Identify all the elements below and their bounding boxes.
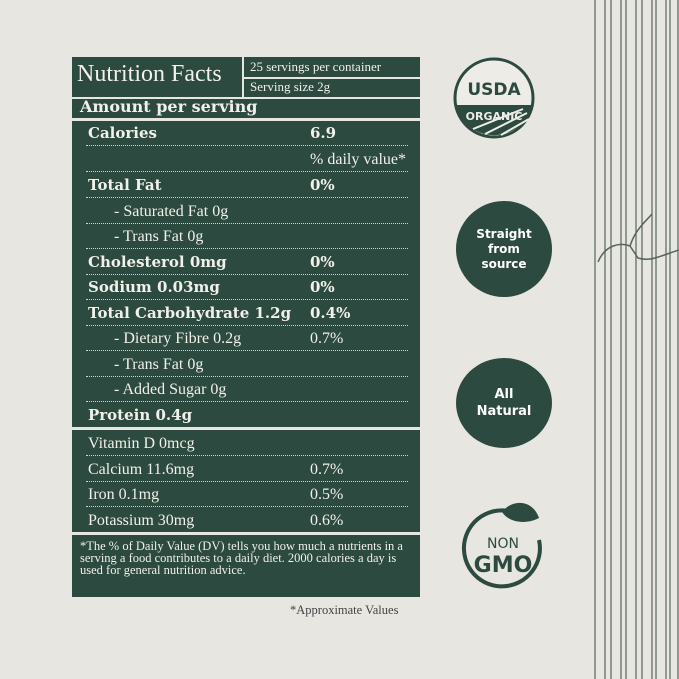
nutrient-value: 0.4% (310, 303, 351, 322)
nutrient-row: Total Carbohydrate 1.2g 0.4% (86, 301, 408, 326)
gmo-text: GMO (474, 553, 533, 578)
nutrient-label: Protein 0.4g (88, 405, 193, 424)
nutrient-label: - Dietary Fibre 0.2g (114, 330, 242, 347)
bamboo-illustration (594, 0, 679, 679)
bamboo-leaf (597, 213, 679, 263)
nutrient-row: - Saturated Fat 0g (86, 199, 408, 224)
panel-title: Nutrition Facts (77, 61, 222, 87)
divider (242, 57, 244, 97)
nutrient-label: Iron 0.1mg (88, 486, 160, 503)
badge-text: source (481, 256, 527, 271)
divider (72, 118, 420, 121)
nutrient-label: Total Fat (88, 176, 162, 194)
nutrient-row: Iron 0.1mg 0.5% (86, 482, 408, 507)
nutrient-row: - Trans Fat 0g (86, 352, 408, 377)
daily-value-label: % daily value* (310, 151, 406, 168)
nutrient-row: Potassium 30mg 0.6% (86, 508, 408, 533)
nutrient-row: Calcium 11.6mg 0.7% (86, 457, 408, 482)
nutrient-value: 0% (310, 176, 335, 194)
straight-from-source-badge: Straight from source (456, 201, 552, 297)
nutrient-label: Calcium 11.6mg (88, 460, 195, 478)
nutrient-row: Sodium 0.03mg 0% (86, 275, 408, 300)
nutrient-row: Protein 0.4g (86, 403, 408, 428)
usda-organic-icon: USDA ORGANIC (453, 57, 535, 139)
nutrient-label: - Added Sugar 0g (114, 381, 227, 398)
organic-text: ORGANIC (466, 110, 523, 123)
nutrient-label: - Trans Fat 0g (114, 355, 204, 373)
amount-per-serving: Amount per serving (80, 97, 258, 116)
badge-text: from (488, 241, 520, 256)
divider (72, 427, 420, 430)
badge-text: Natural (476, 404, 532, 419)
nutrient-value: 0% (310, 278, 335, 296)
nutrient-row: - Added Sugar 0g (86, 377, 408, 402)
nutrient-label: Sodium 0.03mg (88, 278, 220, 296)
nutrient-row: Total Fat 0% (86, 173, 408, 198)
nutrient-value: 0.5% (310, 486, 344, 503)
nutrient-row: Vitamin D 0mcg (86, 431, 408, 456)
calories-value: 6.9 (310, 124, 337, 142)
usda-text: USDA (467, 80, 521, 100)
calories-label: Calories (88, 124, 157, 142)
nutrient-label: Cholesterol 0mg (88, 252, 227, 271)
non-text: NON (487, 536, 519, 552)
nutrient-value: 0% (310, 252, 335, 271)
approximate-values-note: *Approximate Values (290, 603, 399, 617)
daily-value-row: % daily value* (86, 147, 408, 172)
nutrient-label: Potassium 30mg (88, 511, 195, 529)
nutrient-value: 0.7% (310, 330, 344, 347)
divider (72, 532, 420, 535)
badge-text: Straight (476, 226, 532, 241)
nutrient-row: - Trans Fat 0g (86, 224, 408, 249)
calories-row: Calories 6.9 (86, 121, 408, 146)
servings-per-container: 25 servings per container (250, 59, 382, 74)
badge-text: All (494, 387, 514, 402)
nutrient-label: - Saturated Fat 0g (114, 202, 229, 220)
divider (244, 77, 420, 79)
nutrient-value: 0.7% (310, 460, 344, 478)
nutrient-row: - Dietary Fibre 0.2g 0.7% (86, 326, 408, 351)
nutrient-label: - Trans Fat 0g (114, 228, 204, 245)
non-gmo-icon: NON GMO (461, 502, 542, 589)
nutrient-label: Total Carbohydrate 1.2g (88, 303, 292, 322)
divider (72, 97, 420, 99)
serving-size: Serving size 2g (250, 79, 331, 94)
nutrient-label: Vitamin D 0mcg (88, 435, 195, 452)
nutrition-facts-panel: Nutrition Facts 25 servings per containe… (72, 57, 420, 597)
nutrient-row: Cholesterol 0mg 0% (86, 250, 408, 275)
all-natural-badge: All Natural (456, 358, 552, 448)
footnote: *The % of Daily Value (DV) tells you how… (80, 539, 403, 577)
nutrient-value: 0.6% (310, 511, 344, 529)
